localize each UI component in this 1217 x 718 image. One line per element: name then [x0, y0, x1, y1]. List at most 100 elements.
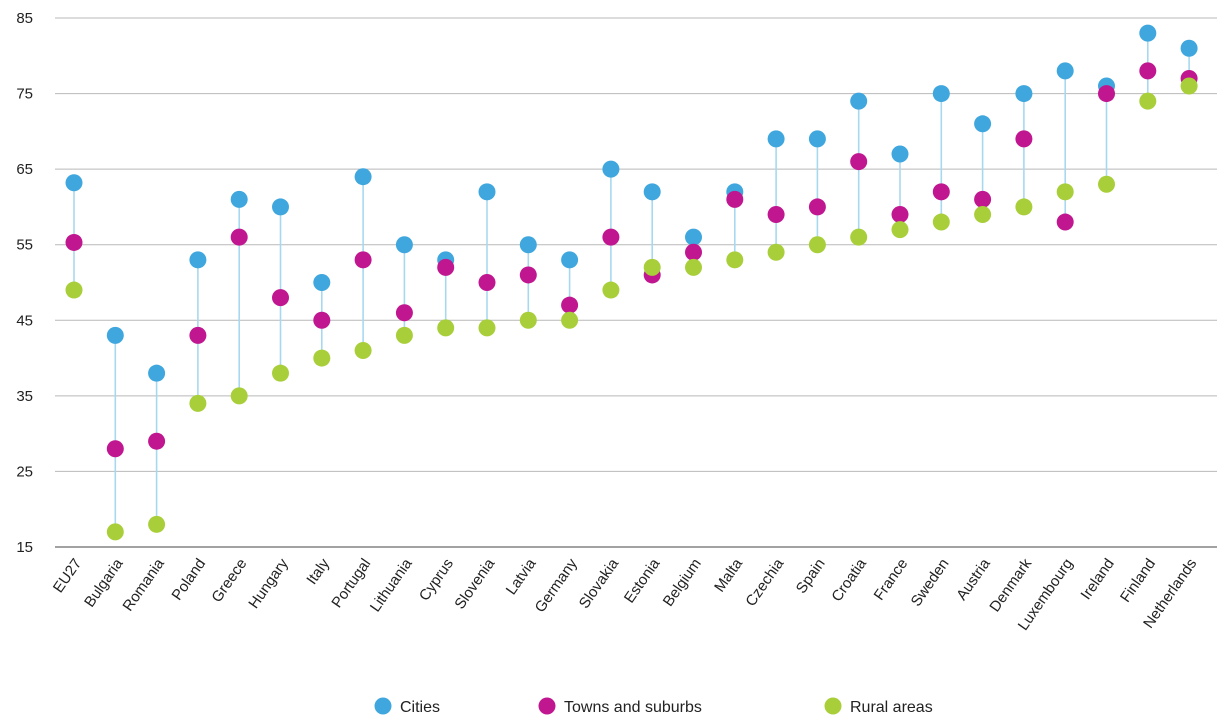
- data-point-towns-and-suburbs: [272, 289, 289, 307]
- x-category-label: Sweden: [908, 556, 953, 610]
- data-point-cities: [230, 190, 248, 208]
- data-point-towns-and-suburbs: [1098, 85, 1115, 103]
- data-point-rural-areas: [974, 205, 992, 223]
- data-point-rural-areas: [1015, 198, 1033, 216]
- data-point-cities: [808, 130, 826, 148]
- y-tick-label: 55: [16, 237, 33, 254]
- data-point-rural-areas: [932, 213, 950, 231]
- data-point-rural-areas: [395, 326, 413, 344]
- legend-marker: [374, 697, 392, 715]
- data-point-cities: [932, 85, 950, 103]
- legend-label: Cities: [400, 699, 440, 716]
- x-category-label: France: [871, 556, 912, 604]
- data-point-cities: [1015, 85, 1033, 103]
- x-category-label: Cyprus: [416, 556, 457, 605]
- y-tick-label: 25: [16, 463, 33, 480]
- x-category-label: Lithuania: [367, 555, 416, 615]
- data-point-towns-and-suburbs: [313, 311, 331, 329]
- data-point-rural-areas: [106, 523, 124, 541]
- x-category-label: Malta: [711, 555, 746, 595]
- x-category-label: Bulgaria: [81, 555, 127, 610]
- data-point-cities: [1180, 39, 1198, 57]
- data-point-rural-areas: [354, 342, 372, 360]
- y-tick-label: 45: [16, 312, 33, 329]
- legend-marker: [824, 697, 842, 715]
- data-point-rural-areas: [189, 394, 207, 412]
- gridlines: [55, 17, 1217, 548]
- data-point-rural-areas: [808, 236, 826, 254]
- legend-label: Rural areas: [850, 699, 933, 716]
- data-point-cities: [1139, 24, 1157, 42]
- data-point-cities: [65, 174, 83, 192]
- x-category-label: Slovakia: [576, 555, 623, 612]
- data-point-rural-areas: [230, 387, 248, 405]
- data-point-cities: [106, 326, 124, 344]
- data-point-towns-and-suburbs: [561, 296, 579, 314]
- data-point-towns-and-suburbs: [974, 190, 992, 208]
- data-point-towns-and-suburbs: [850, 153, 868, 171]
- y-tick-label: 85: [16, 10, 33, 27]
- data-point-towns-and-suburbs: [519, 266, 537, 284]
- data-point-towns-and-suburbs: [1015, 130, 1033, 148]
- x-category-label: Greece: [208, 556, 250, 606]
- x-category-label: Ireland: [1078, 556, 1118, 603]
- data-point-rural-areas: [602, 281, 620, 299]
- data-point-cities: [685, 228, 702, 246]
- data-point-cities: [354, 168, 372, 186]
- data-point-cities: [643, 183, 661, 201]
- data-point-towns-and-suburbs: [354, 251, 372, 269]
- data-point-rural-areas: [685, 258, 702, 276]
- data-point-towns-and-suburbs: [478, 274, 496, 291]
- data-point-towns-and-suburbs: [148, 432, 166, 450]
- y-axis-tick-labels: 15 25 35 45 55 65 75 85: [16, 10, 33, 556]
- data-point-rural-areas: [65, 281, 83, 299]
- data-point-rural-areas: [891, 221, 909, 239]
- data-point-towns-and-suburbs: [685, 243, 702, 261]
- x-category-label: Czechia: [742, 555, 787, 610]
- data-point-towns-and-suburbs: [106, 440, 124, 458]
- data-point-cities: [602, 160, 620, 178]
- data-point-cities: [148, 364, 166, 382]
- data-point-cities: [974, 115, 992, 133]
- data-point-rural-areas: [519, 311, 537, 329]
- connector-lines: [73, 33, 1190, 532]
- data-point-towns-and-suburbs: [65, 233, 83, 251]
- data-point-towns-and-suburbs: [891, 205, 909, 223]
- data-point-towns-and-suburbs: [767, 205, 785, 223]
- data-point-cities: [1056, 62, 1074, 80]
- data-point-rural-areas: [561, 311, 579, 329]
- data-point-rural-areas: [272, 364, 289, 382]
- data-point-rural-areas: [767, 243, 785, 261]
- data-point-cities: [189, 251, 207, 269]
- data-point-rural-areas: [643, 258, 661, 276]
- data-point-towns-and-suburbs: [230, 228, 248, 246]
- x-category-label: Finland: [1117, 556, 1159, 606]
- x-category-label: Spain: [793, 556, 829, 597]
- data-point-towns-and-suburbs: [395, 304, 413, 322]
- data-point-rural-areas: [1180, 77, 1198, 95]
- data-point-towns-and-suburbs: [1139, 62, 1157, 80]
- data-point-rural-areas: [148, 515, 166, 533]
- legend: Cities Towns and suburbs Rural areas: [374, 697, 933, 716]
- x-category-label: Latvia: [503, 555, 540, 598]
- y-tick-label: 15: [16, 539, 33, 556]
- data-point-towns-and-suburbs: [1056, 213, 1074, 231]
- x-category-label: Belgium: [660, 556, 705, 610]
- data-point-cities: [478, 183, 496, 201]
- data-point-towns-and-suburbs: [602, 228, 620, 246]
- data-point-cities: [395, 236, 413, 254]
- data-points: [65, 24, 1198, 541]
- x-category-label: Germany: [532, 555, 582, 616]
- data-point-rural-areas: [313, 349, 331, 367]
- data-point-cities: [519, 236, 537, 254]
- y-tick-label: 75: [16, 86, 33, 103]
- data-point-cities: [891, 145, 909, 163]
- y-tick-label: 35: [16, 388, 33, 405]
- data-point-cities: [767, 130, 785, 148]
- data-point-cities: [561, 251, 579, 269]
- data-point-rural-areas: [1098, 175, 1115, 193]
- x-category-label: Austria: [953, 555, 994, 604]
- x-category-label: Poland: [168, 556, 209, 604]
